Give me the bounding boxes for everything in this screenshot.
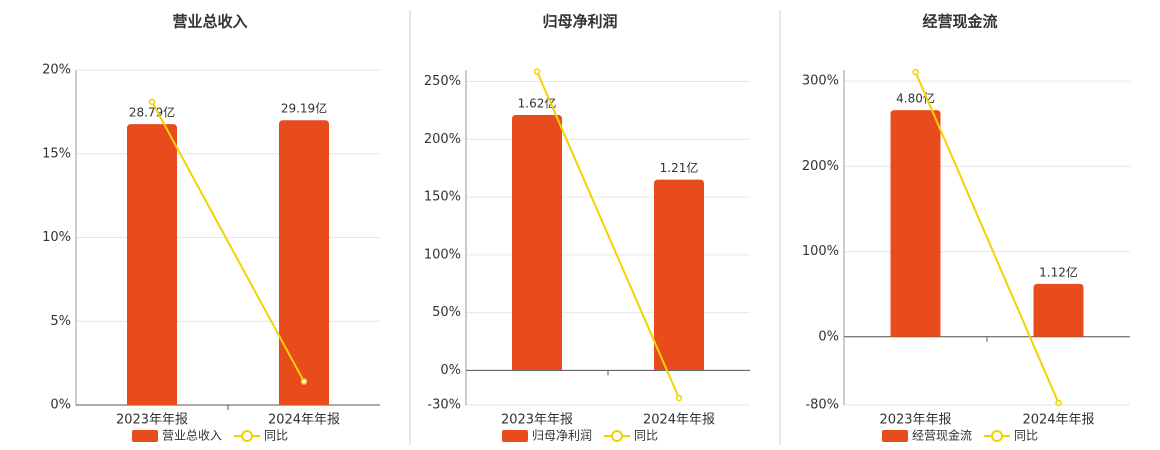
y-tick-label: 20%	[42, 63, 71, 78]
value-label: 28.79亿	[129, 105, 175, 120]
line-point	[300, 378, 308, 385]
x-tick-label: 2023年年报	[501, 413, 573, 428]
y-tick-label: 200%	[424, 132, 461, 147]
bar	[654, 179, 704, 371]
legend-label: 归母净利润	[532, 429, 592, 443]
bar	[127, 124, 177, 406]
legend-swatch	[502, 430, 528, 442]
y-tick-label: 15%	[42, 146, 71, 161]
y-tick-label: 100%	[424, 247, 461, 262]
legend-label: 同比	[264, 429, 288, 443]
x-tick-label: 2024年年报	[643, 413, 715, 428]
line	[536, 71, 680, 399]
chart-title: 经营现金流	[922, 13, 997, 31]
legend-label: 同比	[634, 429, 658, 443]
line-point	[533, 68, 541, 75]
y-tick-label: 0%	[50, 398, 71, 413]
chart-title: 营业总收入	[172, 13, 247, 31]
x-tick-label: 2023年年报	[879, 413, 951, 428]
y-tick-label: 250%	[424, 74, 461, 89]
y-tick-label: 50%	[432, 305, 461, 320]
legend-swatch	[611, 430, 623, 442]
value-label: 1.12亿	[1039, 264, 1078, 279]
legend-swatch	[991, 430, 1003, 442]
y-tick-label: -80%	[805, 398, 839, 413]
y-tick-label: 0%	[818, 329, 839, 344]
y-tick-label: 5%	[50, 314, 71, 329]
line-point	[675, 394, 683, 402]
chart-title: 归母净利润	[542, 13, 617, 31]
bar	[512, 115, 562, 371]
bar	[279, 120, 329, 406]
legend-label: 同比	[1014, 429, 1038, 443]
value-label: 29.19亿	[281, 101, 327, 116]
legend-swatch	[241, 430, 253, 442]
bar	[890, 110, 941, 337]
line-point	[148, 98, 156, 106]
line-point	[1055, 399, 1062, 407]
legend-label: 经营现金流	[912, 428, 972, 443]
y-tick-label: 150%	[424, 190, 461, 205]
y-tick-label: 300%	[802, 74, 839, 89]
value-label: 1.21亿	[660, 160, 699, 175]
y-tick-label: 200%	[802, 159, 839, 174]
x-tick-label: 2024年年报	[268, 413, 340, 428]
x-tick-label: 2024年年报	[1022, 413, 1094, 428]
y-tick-label: 10%	[42, 230, 71, 245]
line	[914, 71, 1060, 404]
legend-swatch	[132, 430, 158, 442]
line-point	[912, 68, 919, 76]
y-tick-label: 100%	[802, 244, 839, 259]
line	[151, 101, 305, 383]
y-tick-label: -30%	[427, 398, 461, 413]
legend-swatch	[882, 430, 908, 442]
value-label: 1.62亿	[518, 96, 557, 111]
y-tick-label: 0%	[440, 363, 461, 378]
legend-label: 营业总收入	[162, 429, 222, 443]
x-tick-label: 2023年年报	[116, 413, 188, 428]
bar	[1033, 283, 1084, 337]
